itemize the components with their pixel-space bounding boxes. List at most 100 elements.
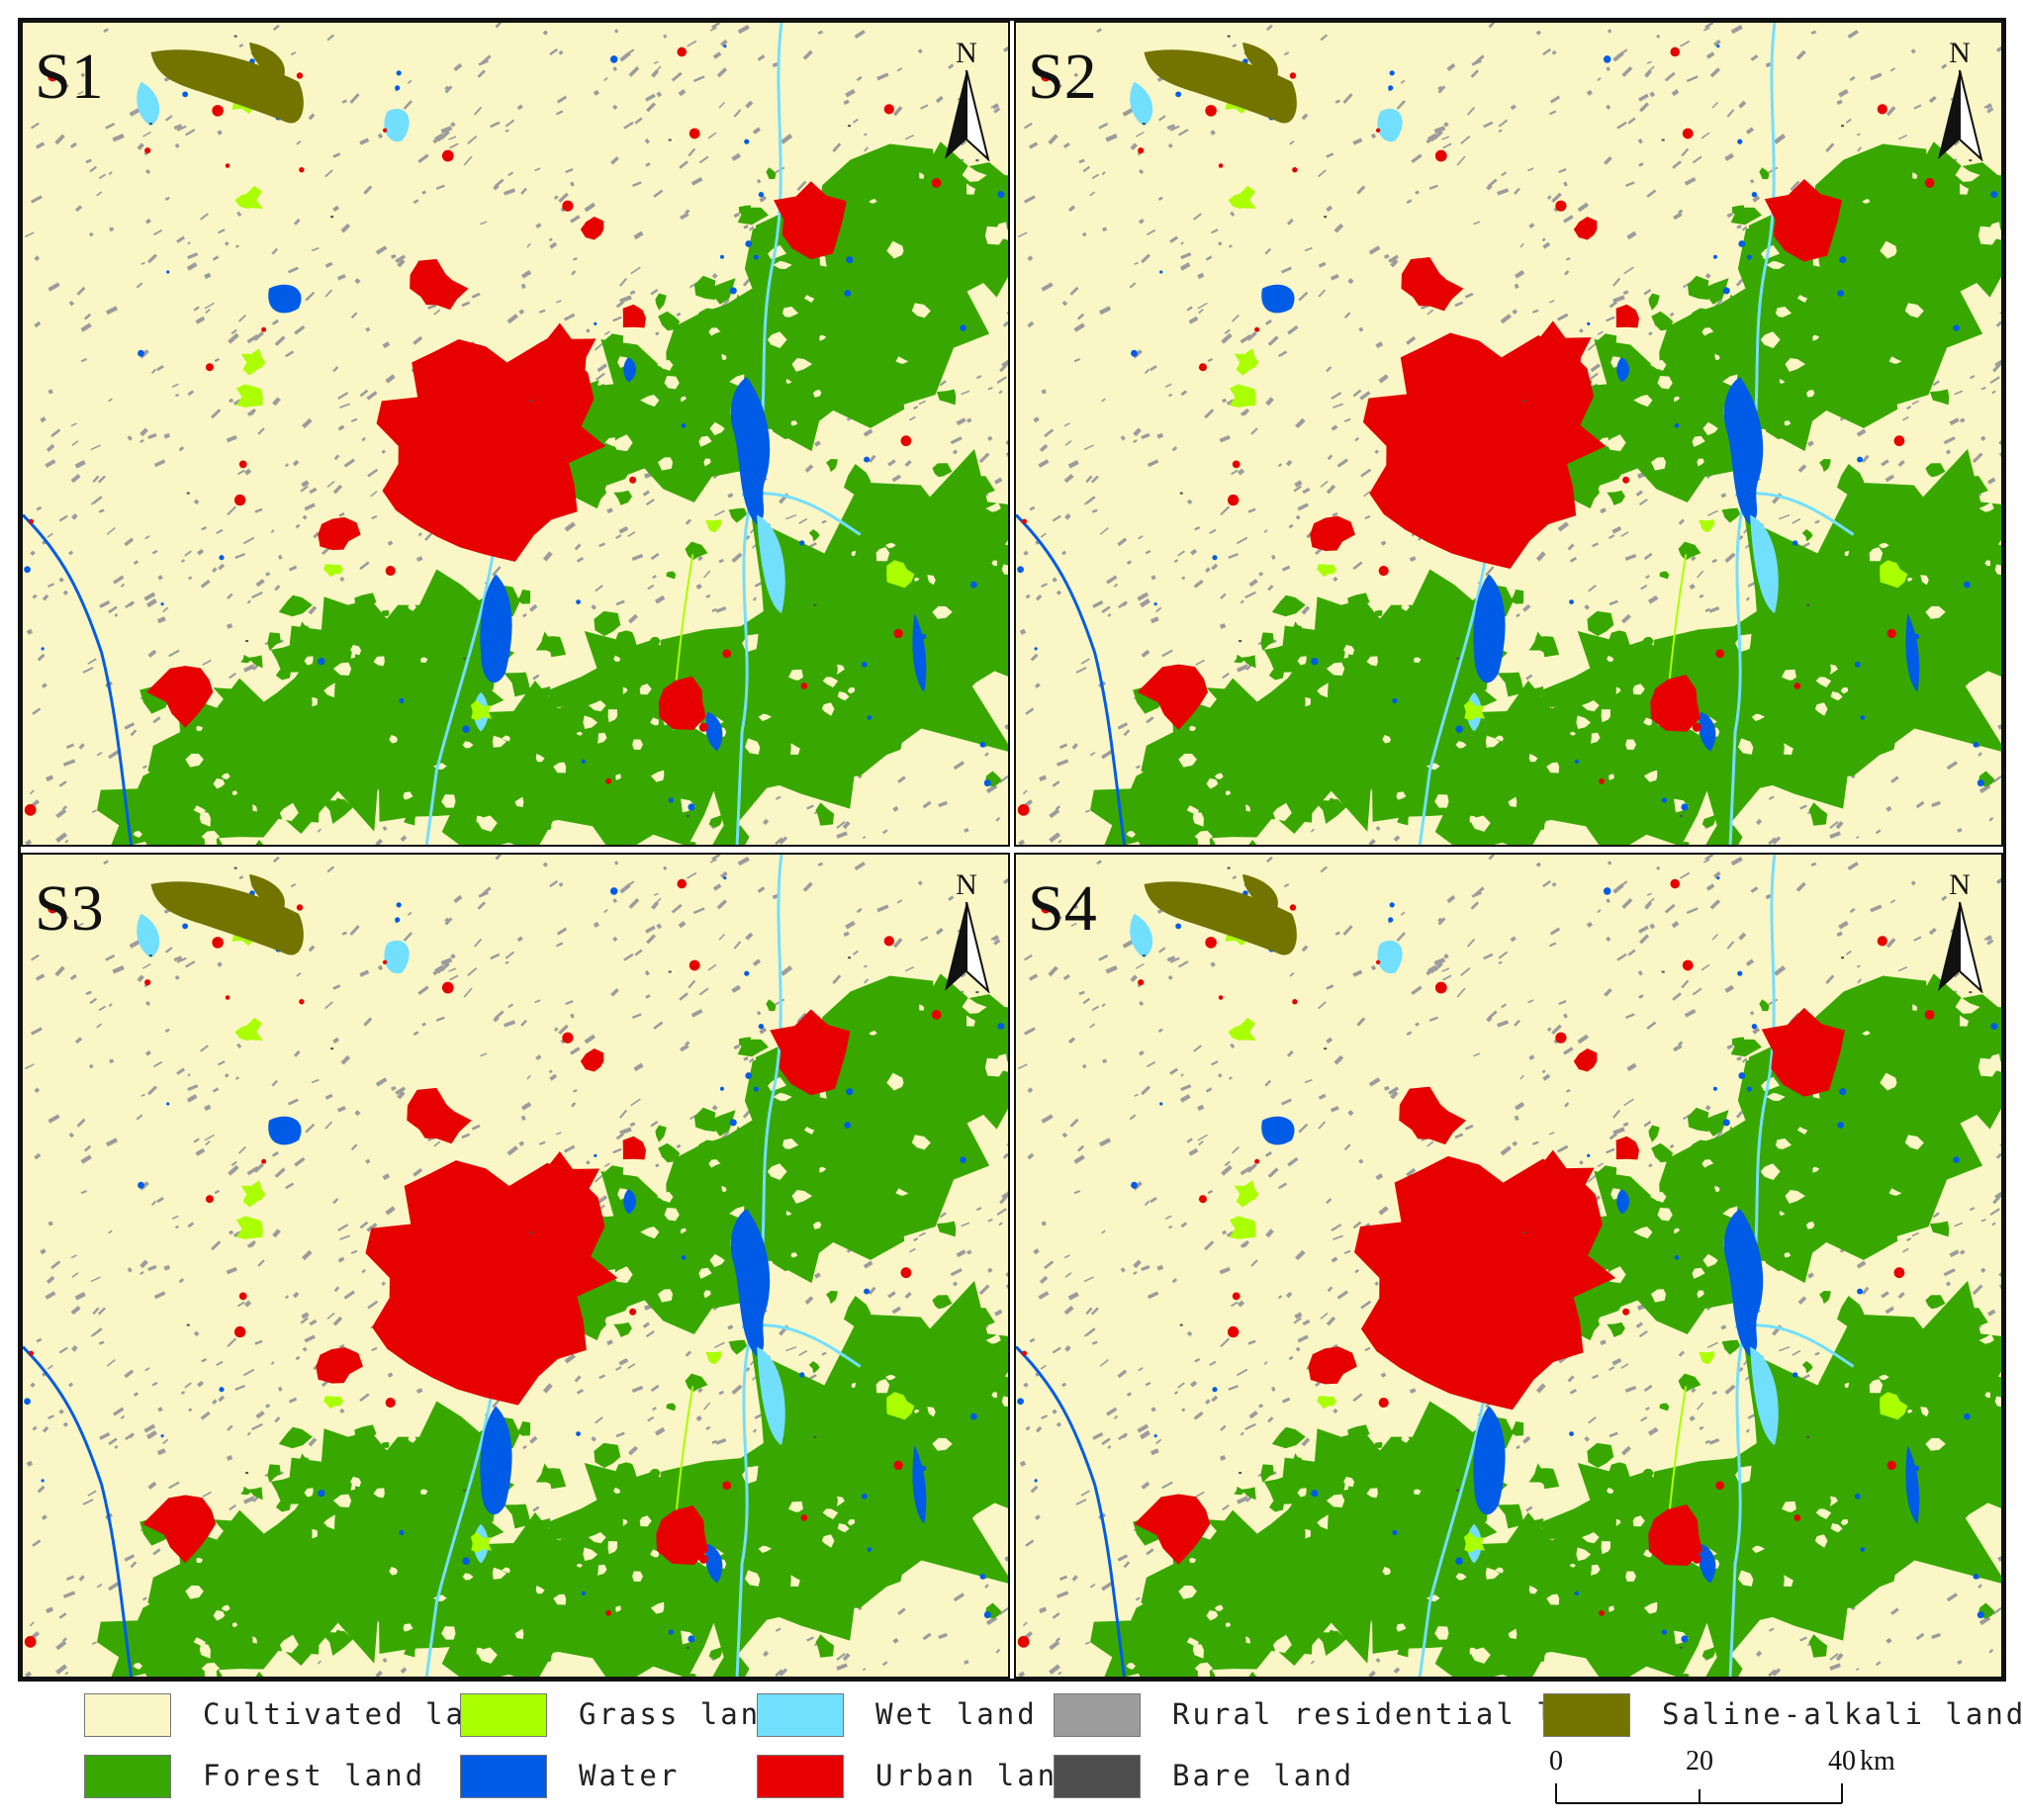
cultivated-gap-patch [996,1053,1008,1066]
cultivated-gap-patch [185,753,204,768]
rural-residential-patch [226,434,237,443]
cultivated-gap-patch [768,1076,786,1092]
rural-residential-patch [62,1421,69,1427]
rural-residential-patch [1446,62,1456,72]
rural-residential-patch [645,499,655,506]
rural-residential-patch [142,962,151,969]
rural-residential-patch [595,372,605,381]
cultivated-gap-patch [1598,437,1609,447]
rural-residential-patch [1616,48,1628,57]
rural-residential-patch [130,729,138,737]
rural-residential-patch [1368,1077,1381,1087]
wet-land-layer [1130,81,1779,732]
reservoir [623,357,637,383]
forest-land-patch [204,796,212,806]
rural-residential-patch [821,519,827,524]
rural-residential-patch [1098,1138,1112,1147]
rural-residential-patch [294,324,306,335]
rural-residential-patch [74,1037,83,1045]
cultivated-gap-patch [323,1514,335,1530]
rural-residential-patch [1437,85,1446,94]
rural-residential-patch [1616,121,1627,130]
rural-residential-patch [1294,1312,1303,1320]
forest-land-patch [504,1503,531,1529]
cultivated-gap-patch [639,1515,652,1527]
rural-residential-patch [1069,286,1079,296]
forest-land-patch [406,1484,425,1502]
rural-residential-patch [288,1098,299,1106]
rural-residential-patch [1635,490,1643,497]
rural-residential-patch [909,415,916,421]
forest-land-patch [407,737,415,750]
water-patch [969,1412,977,1420]
rural-residential-patch [1606,1147,1615,1154]
rural-residential-patch [324,1001,333,1010]
rural-residential-patch [1073,72,1079,78]
rural-residential-patch [603,76,608,82]
rural-residential-patch [975,375,982,380]
rural-residential-patch [1649,91,1656,98]
rural-residential-patch [629,290,636,296]
forest-land-patch [1533,686,1544,697]
rural-residential-patch [1802,1374,1810,1380]
rural-residential-patch [688,147,696,157]
rural-residential-patch [1928,95,1937,104]
water-patch [594,321,598,325]
rural-residential-patch [1156,432,1164,439]
rural-residential-patch [1711,558,1717,564]
rural-residential-patch [168,1481,180,1490]
rural-residential-patch [1155,606,1162,613]
rural-residential-patch [193,1138,200,1143]
rural-residential-patch [92,1307,100,1316]
river-line [1016,513,1127,845]
rural-residential-patch [99,599,111,608]
rural-residential-patch [42,1425,49,1433]
water-patch [979,742,986,748]
rural-residential-patch [752,1428,758,1433]
forest-land-patch [826,1290,838,1305]
rural-residential-patch [80,1190,87,1195]
rural-residential-patch [1500,314,1512,324]
rural-residential-patch [742,278,751,287]
rural-residential-patch [1708,606,1720,613]
rural-residential-patch [939,1212,947,1219]
rural-residential-patch [612,898,617,904]
forest-land-patch [1187,773,1215,797]
rural-residential-patch [290,882,297,888]
rural-residential-patch [1998,1266,2001,1278]
rural-residential-patch [1991,1607,2001,1615]
rural-residential-patch [1768,1627,1775,1632]
rural-residential-patch [227,592,233,599]
rural-residential-patch [313,531,320,539]
forest-land-patch [1545,705,1570,730]
rural-residential-patch [1745,596,1751,601]
rural-residential-patch [1558,999,1567,1006]
rural-residential-patch [1320,34,1329,42]
cultivated-gap-patch [1194,830,1214,842]
rural-residential-patch [332,366,339,373]
rural-residential-patch [1194,1357,1201,1363]
forest-land-patch [708,1183,748,1204]
cultivated-gap-patch [1186,805,1200,815]
rural-residential-patch [124,722,136,730]
rural-residential-patch [226,1266,237,1275]
rural-residential-patch [397,258,406,268]
rural-residential-patch [1752,1027,1761,1035]
rural-residential-patch [1368,1670,1376,1677]
cultivated-gap-patch [1469,815,1478,823]
urban-patch [883,104,894,115]
cultivated-gap-patch [919,172,925,179]
rural-residential-patch [1374,1281,1379,1286]
rural-residential-patch [759,1027,768,1035]
rural-residential-patch [938,1632,948,1640]
bare-land-patch [1239,640,1242,643]
rural-residential-patch [147,432,157,440]
rural-residential-patch [435,1016,445,1022]
forest-land-patch [908,363,921,374]
rural-residential-patch [995,1648,1001,1654]
rural-residential-patch [1720,1324,1727,1330]
rural-residential-patch [1318,169,1327,178]
rural-residential-patch [124,537,135,547]
water-patch [1716,45,1720,48]
rural-residential-patch [211,409,222,419]
